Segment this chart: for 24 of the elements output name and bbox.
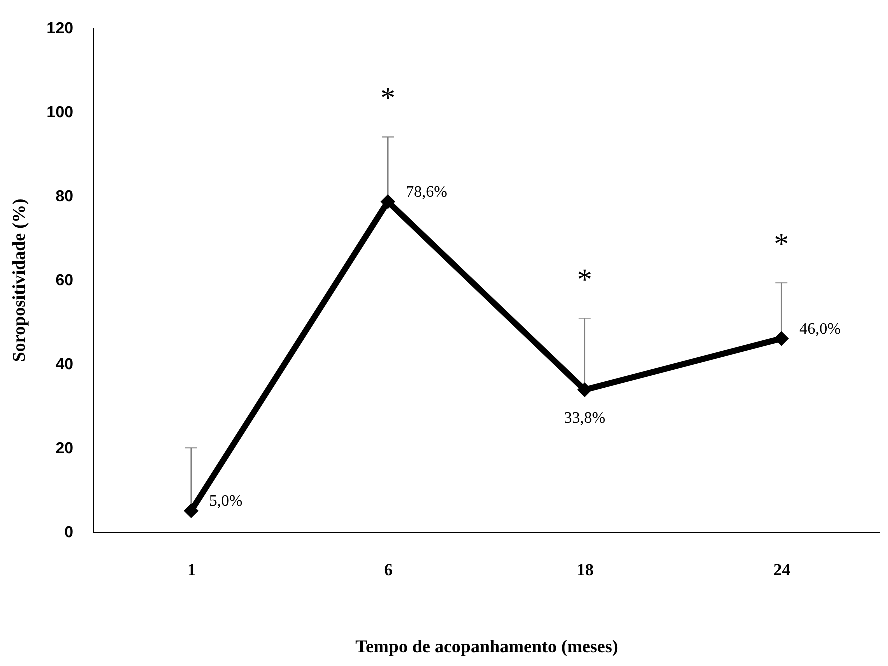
data-label: 33,8% <box>564 410 606 428</box>
y-tick-label: 60 <box>56 272 74 290</box>
data-label: 78,6% <box>406 184 448 201</box>
annotation: * <box>774 228 790 261</box>
annotation: * <box>380 82 396 116</box>
point <box>184 504 199 518</box>
y-tick-label: 100 <box>46 104 74 122</box>
y-axis-title: Soropositividade (%) <box>8 198 29 362</box>
y-tick-label: 120 <box>46 20 74 38</box>
point <box>577 382 592 398</box>
x-tick-label: 24 <box>774 560 792 580</box>
x-axis-title: Tempo de acopanhamento (meses) <box>356 636 618 656</box>
y-tick-label: 40 <box>56 356 74 374</box>
x-tick-label: 18 <box>576 560 594 580</box>
y-tick-label: 80 <box>56 188 74 206</box>
x-tick-label: 6 <box>384 560 393 580</box>
x-tick-label: 1 <box>188 560 196 580</box>
y-tick-label: 0 <box>64 524 74 542</box>
point <box>774 331 790 346</box>
annotation: * <box>577 264 592 297</box>
y-tick-label: 20 <box>56 440 74 458</box>
point <box>380 194 396 210</box>
data-label: 46,0% <box>800 320 841 338</box>
data-label: 5,0% <box>209 493 243 510</box>
